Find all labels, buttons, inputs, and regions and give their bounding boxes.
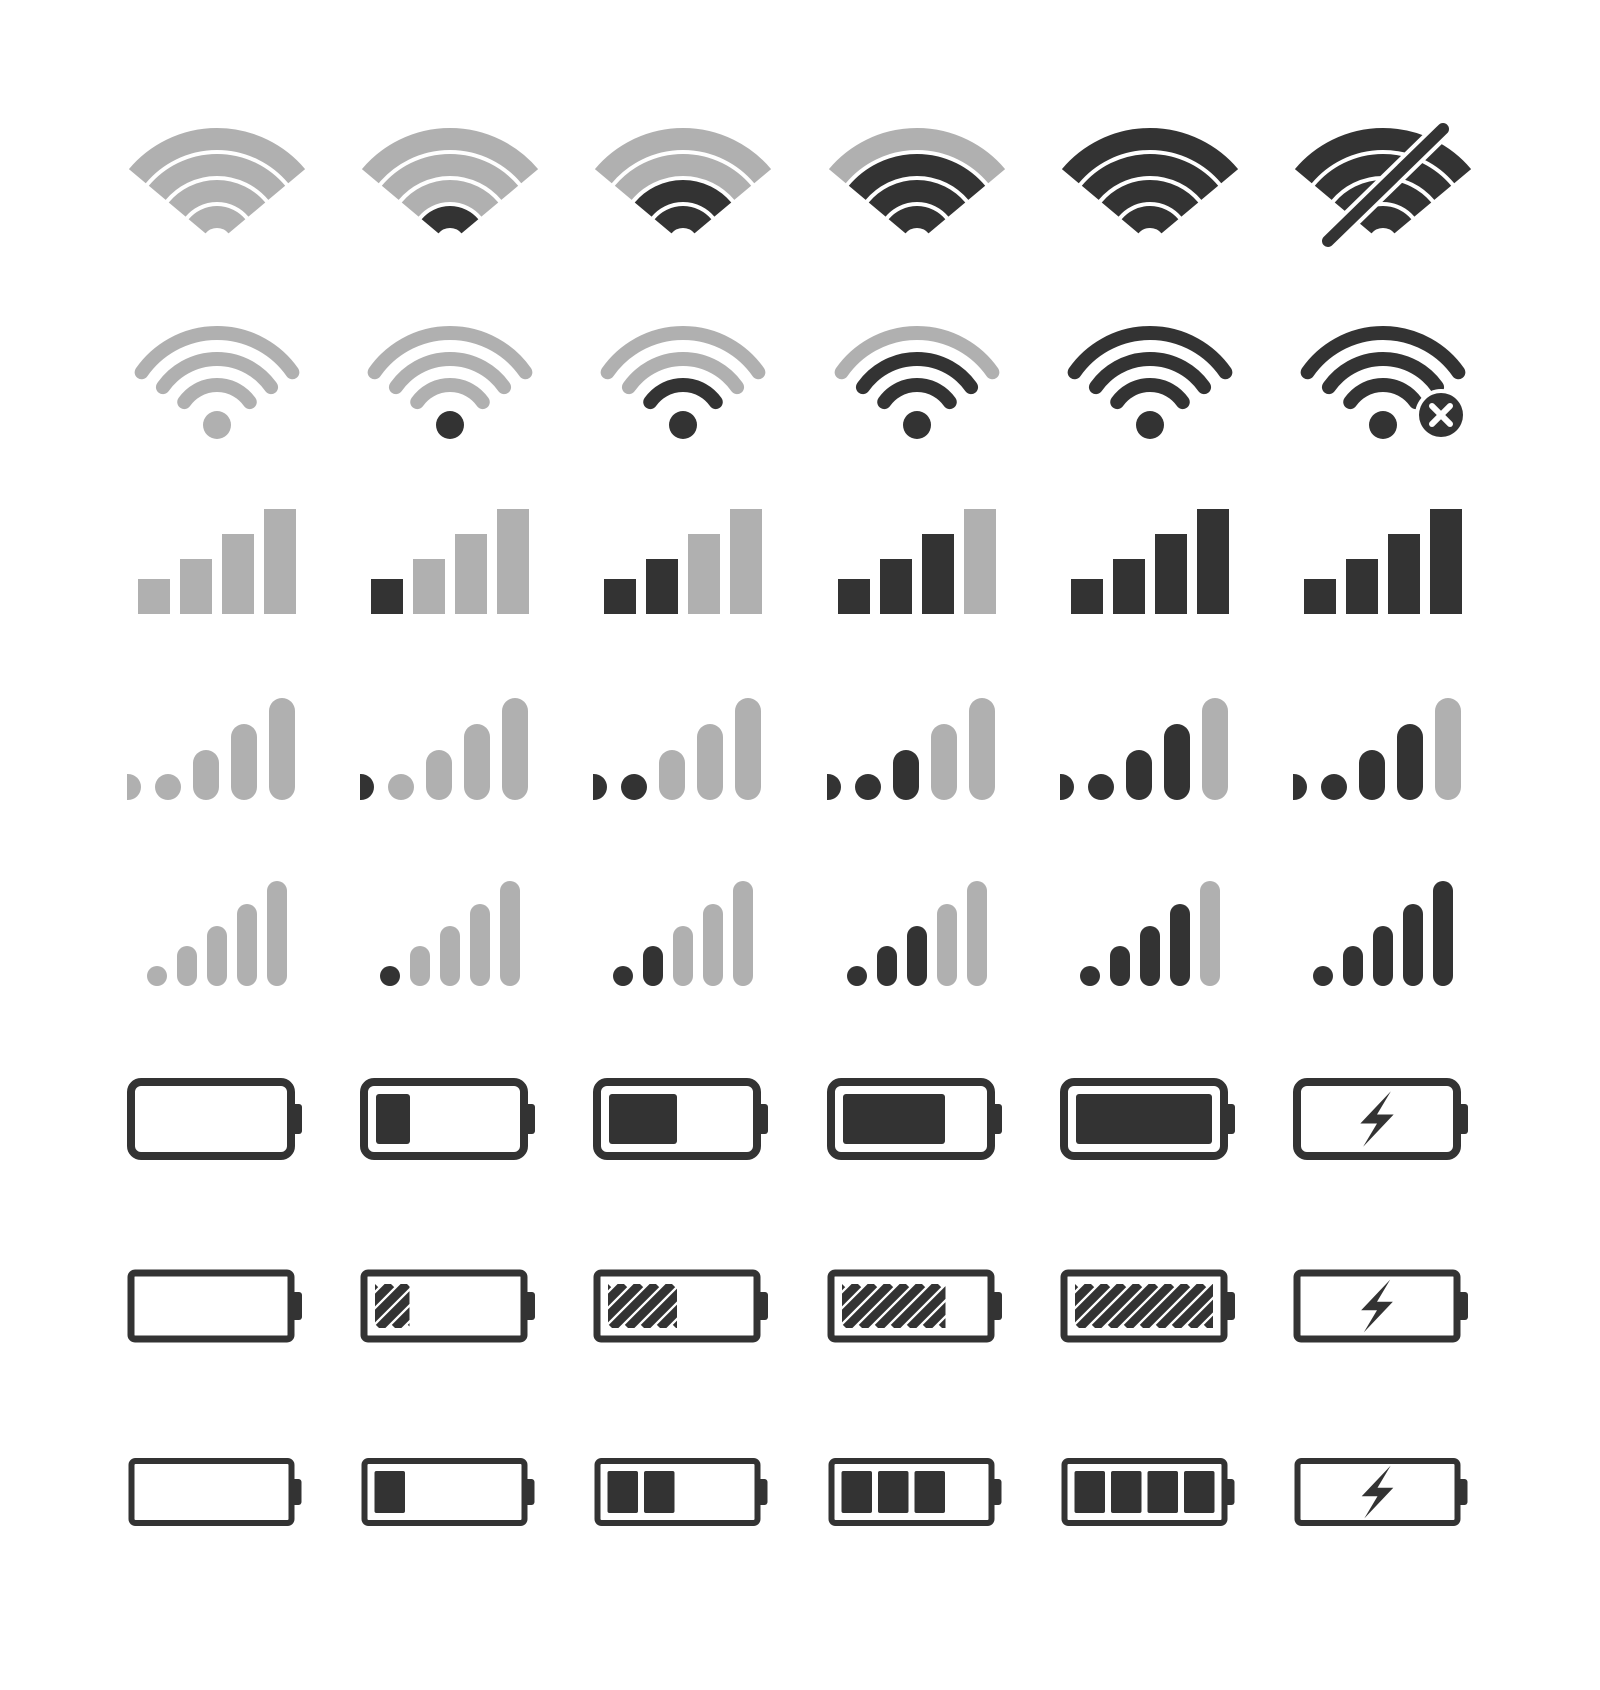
battery-b-50-icon <box>583 1246 783 1366</box>
battery-a-25-icon <box>350 1059 550 1179</box>
wifi-a-0-icon <box>127 113 307 263</box>
battery-b-25-icon <box>350 1246 550 1366</box>
wifi-a-off-icon <box>1293 113 1473 263</box>
battery-b-100-icon <box>1050 1246 1250 1366</box>
signal-a-5-icon <box>1293 486 1473 636</box>
signal-b-4-icon <box>1060 672 1240 822</box>
signal-b-5-icon <box>1293 672 1473 822</box>
icon-set-canvas <box>0 0 1600 1690</box>
signal-b-2-icon <box>593 672 773 822</box>
wifi-b-full-icon <box>1060 299 1240 449</box>
signal-a-0-icon <box>127 486 307 636</box>
battery-a-0-icon <box>117 1059 317 1179</box>
battery-b-0-icon <box>117 1246 317 1366</box>
wifi-a-1-icon <box>360 113 540 263</box>
wifi-b-0-icon <box>127 299 307 449</box>
signal-c-2-icon <box>593 858 773 1008</box>
signal-b-0-icon <box>127 672 307 822</box>
signal-a-3-icon <box>827 486 1007 636</box>
battery-a-100-icon <box>1050 1059 1250 1179</box>
icon-grid <box>110 100 1490 1580</box>
wifi-b-2-icon <box>593 299 773 449</box>
battery-c-2-icon <box>583 1432 783 1552</box>
signal-a-4-icon <box>1060 486 1240 636</box>
battery-b-75-icon <box>817 1246 1017 1366</box>
battery-c-4-icon <box>1050 1432 1250 1552</box>
signal-b-3-icon <box>827 672 1007 822</box>
wifi-b-1-icon <box>360 299 540 449</box>
battery-a-50-icon <box>583 1059 783 1179</box>
signal-a-2-icon <box>593 486 773 636</box>
wifi-b-error-icon <box>1293 299 1473 449</box>
signal-c-3-icon <box>827 858 1007 1008</box>
wifi-a-full-icon <box>1060 113 1240 263</box>
signal-c-1-icon <box>360 858 540 1008</box>
signal-c-5-icon <box>1293 858 1473 1008</box>
battery-a-charging-icon <box>1283 1059 1483 1179</box>
wifi-a-2-icon <box>593 113 773 263</box>
signal-c-0-icon <box>127 858 307 1008</box>
signal-b-1-icon <box>360 672 540 822</box>
wifi-b-3-icon <box>827 299 1007 449</box>
signal-a-1-icon <box>360 486 540 636</box>
battery-c-charging-icon <box>1283 1432 1483 1552</box>
battery-c-0-icon <box>117 1432 317 1552</box>
battery-c-3-icon <box>817 1432 1017 1552</box>
battery-b-charging-icon <box>1283 1246 1483 1366</box>
wifi-a-3-icon <box>827 113 1007 263</box>
signal-c-4-icon <box>1060 858 1240 1008</box>
battery-a-75-icon <box>817 1059 1017 1179</box>
battery-c-1-icon <box>350 1432 550 1552</box>
